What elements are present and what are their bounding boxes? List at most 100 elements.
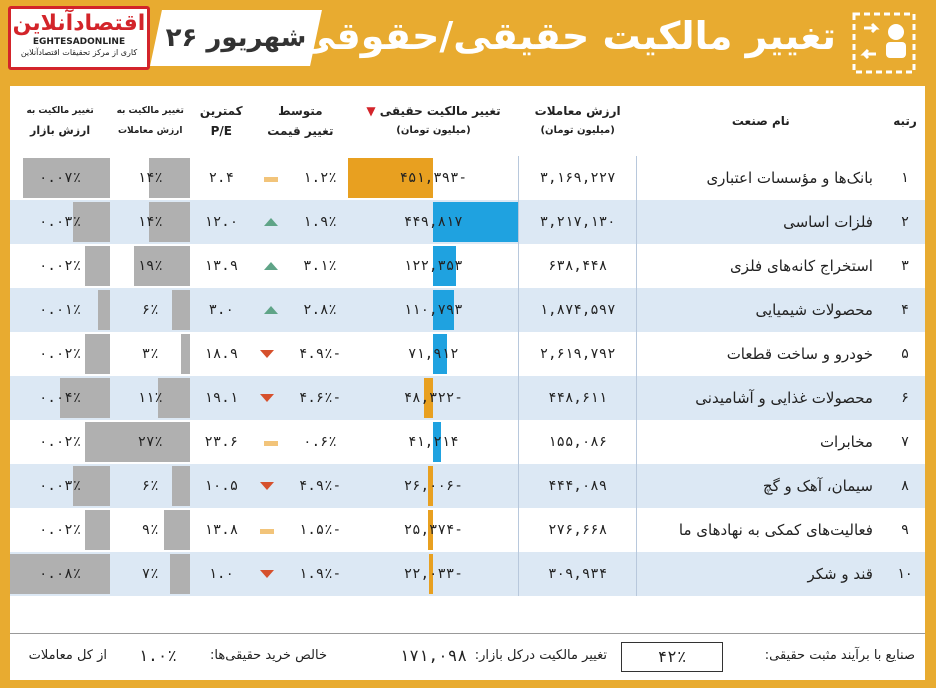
trade-value-cell: ۴۴۸,۶۱۱ bbox=[518, 376, 637, 420]
trend-up-icon bbox=[263, 218, 278, 226]
price-change-cell: -۱.۹٪ bbox=[252, 552, 349, 596]
share-trades-value: ۱۴٪ bbox=[137, 214, 163, 230]
logo-main-text: اقتصادآنلاین bbox=[12, 11, 146, 36]
col-trade-value-label: ارزش معاملات bbox=[534, 104, 621, 118]
pe-cell: ۱۳.۹ bbox=[204, 258, 239, 274]
price-change-value: -۴.۶٪ bbox=[298, 390, 342, 406]
logo-site-text: EGHTESADONLINE bbox=[32, 37, 126, 47]
col-ownership-unit: (میلیون تومان) bbox=[396, 125, 471, 136]
share-trades-bar bbox=[148, 202, 191, 242]
ownership-bar bbox=[424, 378, 434, 418]
market-change-value: ۱۷۱,۰۹۸ bbox=[399, 646, 467, 665]
industry-cell: استخراج کانه‌های فلزی bbox=[636, 244, 885, 288]
ownership-bar bbox=[433, 422, 441, 462]
share-trades-value: ۷٪ bbox=[141, 566, 159, 582]
ownership-value: -۲۵,۳۷۴ bbox=[403, 522, 463, 538]
ownership-cell: ۱۱۰,۷۹۳ bbox=[348, 288, 519, 332]
trade-value-cell: ۲,۶۱۹,۷۹۲ bbox=[518, 332, 637, 376]
share-market-cell: ۰.۰۳٪ bbox=[10, 200, 111, 244]
share-trades-cell: ۱۹٪ bbox=[110, 244, 191, 288]
share-market-bar bbox=[60, 378, 111, 418]
share-market-value: ۰.۰۲٪ bbox=[39, 346, 82, 362]
col-trade-value: ارزش معاملات (میلیون تومان) bbox=[519, 86, 637, 156]
rank-cell: ۵ bbox=[901, 346, 909, 362]
rank-cell: ۱۰ bbox=[884, 552, 925, 596]
share-market-value: ۰.۰۱٪ bbox=[39, 302, 82, 318]
col-pe-1: کمترین bbox=[199, 104, 243, 118]
share-market-value: ۰.۰۲٪ bbox=[39, 434, 82, 450]
trade-value-cell: ۱۵۵,۰۸۶ bbox=[518, 420, 637, 464]
share-trades-cell: ۱۱٪ bbox=[110, 376, 191, 420]
share-market-bar bbox=[10, 554, 111, 594]
ownership-value: ۱۲۲,۳۵۳ bbox=[403, 258, 463, 274]
trend-down-icon bbox=[259, 482, 274, 490]
price-change-value: -۱.۹٪ bbox=[298, 566, 342, 582]
col-rank: رتبه bbox=[893, 114, 917, 128]
share-trades-cell: ۱۴٪ bbox=[110, 200, 191, 244]
share-trades-cell: ۶٪ bbox=[110, 288, 191, 332]
col-trade-value-unit: (میلیون تومان) bbox=[540, 125, 615, 136]
share-market-bar bbox=[85, 510, 111, 550]
ownership-cell: -۲۵,۳۷۴ bbox=[348, 508, 518, 552]
price-change-cell: ۲.۸٪ bbox=[252, 288, 349, 332]
rank-cell: ۷ bbox=[901, 434, 909, 450]
share-market-value: ۰.۰۳٪ bbox=[39, 214, 82, 230]
col-share-market-2: ارزش بازار bbox=[30, 124, 91, 137]
col-share-trades-1: تغییر مالکیت به bbox=[116, 106, 184, 116]
trend-up-icon bbox=[263, 262, 278, 270]
share-market-cell: ۰.۰۷٪ bbox=[10, 156, 111, 200]
pe-cell: ۲۳.۶ bbox=[204, 434, 239, 450]
share-trades-value: ۱۹٪ bbox=[137, 258, 163, 274]
share-market-cell: ۰.۰۱٪ bbox=[10, 288, 111, 332]
share-trades-bar bbox=[172, 466, 191, 506]
price-change-value: ۱.۹٪ bbox=[303, 214, 337, 230]
share-market-value: ۰.۰۸٪ bbox=[39, 566, 82, 582]
col-price-change: متوسط تغییر قیمت bbox=[252, 86, 348, 156]
industry-cell: بانک‌ها و مؤسسات اعتباری bbox=[636, 156, 885, 200]
money-transfer-icon bbox=[852, 12, 916, 74]
share-trades-cell: ۱۴٪ bbox=[110, 156, 191, 200]
ownership-cell: ۴۱,۲۱۴ bbox=[348, 420, 518, 464]
col-industry: نام صنعت bbox=[731, 114, 790, 128]
share-trades-value: ۹٪ bbox=[141, 522, 159, 538]
rank-cell: ۳ bbox=[901, 258, 909, 274]
share-trades-value: ۲۷٪ bbox=[137, 434, 163, 450]
ownership-bar bbox=[348, 158, 434, 198]
col-share-market-1: تغییر مالکیت به bbox=[26, 106, 94, 116]
col-ownership-text: تغییر مالکیت حقیقی bbox=[379, 104, 501, 118]
ownership-cell: -۲۲,۰۳۳ bbox=[348, 552, 519, 596]
net-buy-label: خالص خرید حقیقی‌ها: bbox=[210, 648, 327, 663]
positive-label: صنایع با برآیند مثبت حقیقی: bbox=[764, 648, 915, 663]
page-title: تغییر مالکیت حقیقی/حقوقی bbox=[297, 14, 836, 58]
industry-cell: فعالیت‌های کمکی به نهادهای ما bbox=[636, 508, 885, 552]
share-market-cell: ۰.۰۳٪ bbox=[10, 464, 111, 508]
rank-cell: ۶ bbox=[884, 376, 925, 420]
col-price-change-2: تغییر قیمت bbox=[267, 124, 334, 138]
share-market-bar bbox=[85, 334, 111, 374]
trend-flat-icon bbox=[259, 529, 274, 534]
share-market-value: ۰.۰۳٪ bbox=[39, 478, 82, 494]
ownership-value: ۱۱۰,۷۹۳ bbox=[403, 302, 463, 318]
share-trades-bar bbox=[181, 334, 191, 374]
rank-cell: ۱ bbox=[901, 170, 909, 186]
share-trades-bar bbox=[163, 510, 191, 550]
price-change-value: ۰.۶٪ bbox=[303, 434, 337, 450]
sort-down-icon[interactable]: ▼ bbox=[366, 104, 376, 118]
pe-cell: ۱۰.۵ bbox=[190, 464, 253, 508]
pe-cell: ۲.۴ bbox=[208, 170, 234, 186]
table-row: ۸ سیمان، آهک و گچ ۴۴۴,۰۸۹ -۲۶,۰۰۶ -۴.۹٪ … bbox=[10, 464, 925, 508]
ownership-bar bbox=[433, 202, 518, 242]
share-trades-cell: ۲۷٪ bbox=[110, 420, 191, 464]
price-change-cell: ۳.۱٪ bbox=[252, 244, 348, 288]
col-share-market: تغییر مالکیت به ارزش بازار bbox=[10, 86, 110, 156]
price-change-value: -۴.۹٪ bbox=[298, 478, 342, 494]
share-market-bar bbox=[72, 202, 111, 242]
table-row: ۹ فعالیت‌های کمکی به نهادهای ما ۲۷۶,۶۶۸ … bbox=[10, 508, 925, 552]
table-row: ۱ بانک‌ها و مؤسسات اعتباری ۳,۱۶۹,۲۲۷ -۴۵… bbox=[10, 156, 925, 200]
table-row: ۶ محصولات غذایی و آشامیدنی ۴۴۸,۶۱۱ -۴۸,۳… bbox=[10, 376, 925, 420]
price-change-value: ۱.۲٪ bbox=[303, 170, 337, 186]
trend-up-icon bbox=[263, 306, 278, 314]
trade-value-cell: ۳,۲۱۷,۱۳۰ bbox=[518, 200, 637, 244]
share-market-value: ۰.۰۲٪ bbox=[39, 522, 82, 538]
rank-cell: ۹ bbox=[901, 522, 909, 538]
